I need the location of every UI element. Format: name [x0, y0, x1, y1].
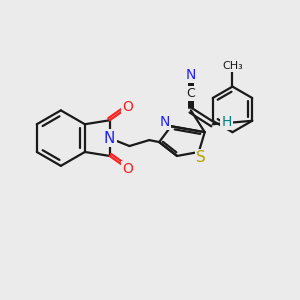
Text: N: N: [186, 68, 196, 82]
Text: CH₃: CH₃: [222, 61, 243, 71]
Text: O: O: [122, 162, 133, 176]
Text: N: N: [104, 130, 115, 146]
Text: O: O: [122, 100, 133, 114]
Text: N: N: [160, 115, 170, 129]
Text: H: H: [221, 115, 232, 129]
Text: C: C: [187, 87, 195, 100]
Text: S: S: [196, 150, 206, 165]
